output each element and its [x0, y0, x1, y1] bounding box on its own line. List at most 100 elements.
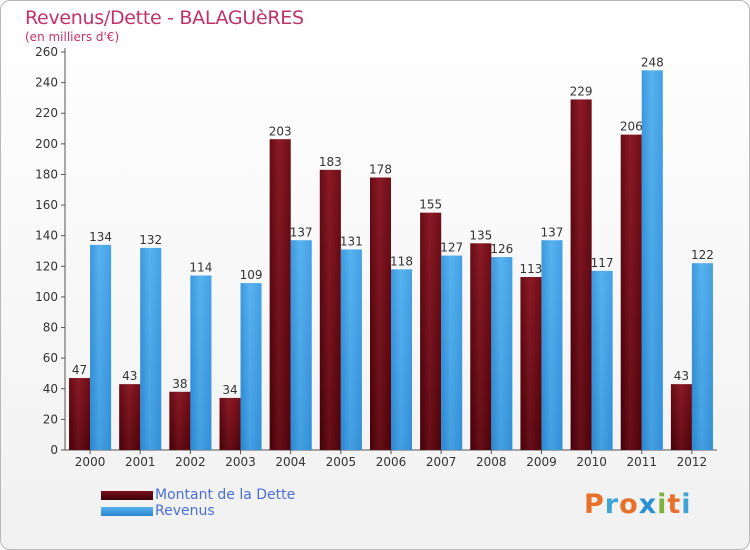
bar-revenus-shade [691, 263, 713, 450]
data-label-dette: 47 [72, 363, 87, 377]
bar-revenus-shade [541, 240, 563, 450]
legend-item-revenus: Revenus [101, 503, 295, 519]
bar-revenus-shade [290, 240, 312, 450]
data-label-dette: 43 [674, 369, 689, 383]
bar-revenus-shade [340, 249, 362, 450]
bar-dette-shade [420, 212, 442, 450]
data-label-dette: 206 [620, 120, 643, 134]
y-tick-label: 260 [35, 45, 58, 59]
y-tick-label: 240 [35, 76, 58, 90]
bar-dette-shade [169, 391, 191, 450]
logo-letter: t [667, 489, 682, 520]
x-tick-label: 2006 [376, 455, 407, 469]
x-tick-label: 2005 [326, 455, 357, 469]
bar-dette-shade [470, 243, 492, 450]
y-tick-label: 80 [43, 321, 58, 335]
bar-revenus-shade [391, 269, 412, 450]
legend: Montant de la Dette Revenus [101, 487, 295, 519]
x-tick-label: 2009 [526, 455, 557, 469]
bar-revenus-shade [240, 283, 262, 450]
data-label-revenus: 248 [641, 55, 664, 69]
y-tick-label: 200 [35, 137, 58, 151]
x-tick-label: 2007 [426, 455, 457, 469]
data-label-revenus: 117 [591, 256, 614, 270]
data-label-dette: 229 [570, 84, 593, 98]
x-tick-label: 2010 [576, 455, 607, 469]
data-label-dette: 43 [122, 369, 137, 383]
x-tick-label: 2000 [75, 455, 106, 469]
x-tick-label: 2011 [626, 455, 657, 469]
data-label-revenus: 137 [290, 225, 313, 239]
y-tick-label: 0 [50, 443, 58, 457]
x-tick-label: 2001 [125, 455, 156, 469]
logo-letter: r [604, 489, 620, 520]
data-label-revenus: 122 [691, 248, 714, 262]
y-tick-label: 160 [35, 198, 58, 212]
logo-letter: P [584, 489, 605, 520]
bar-revenus-shade [441, 255, 463, 450]
legend-label-dette: Montant de la Dette [155, 487, 296, 503]
legend-label-revenus: Revenus [155, 503, 215, 519]
bar-dette-shade [69, 378, 91, 450]
logo-letter: i [681, 489, 692, 520]
bar-revenus-shade [641, 70, 663, 450]
bar-revenus-shade [140, 247, 162, 450]
data-label-revenus: 118 [390, 254, 413, 268]
legend-item-dette: Montant de la Dette [101, 487, 295, 503]
data-label-revenus: 137 [541, 225, 564, 239]
bar-dette-shade [219, 397, 241, 450]
proxiti-logo: Proxiti [584, 489, 692, 520]
bar-revenus-shade [591, 270, 613, 450]
x-tick-label: 2004 [275, 455, 306, 469]
chart-subtitle: (en milliers d'€) [25, 30, 120, 44]
bar-dette-shade [370, 177, 391, 450]
logo-letter: o [619, 489, 639, 520]
data-label-revenus: 134 [89, 230, 112, 244]
bar-dette-shade [319, 169, 341, 450]
legend-swatch-revenus [101, 506, 153, 516]
bar-dette-shade [520, 277, 542, 450]
y-tick-label: 20 [43, 412, 58, 426]
data-label-revenus: 126 [490, 242, 513, 256]
y-tick-label: 100 [35, 290, 58, 304]
bar-dette-shade [269, 139, 291, 450]
data-label-dette: 203 [269, 124, 292, 138]
legend-swatch-dette [101, 490, 153, 500]
data-label-dette: 38 [172, 377, 187, 391]
y-tick-label: 40 [43, 382, 58, 396]
bar-dette-shade [670, 384, 692, 450]
y-tick-label: 120 [35, 259, 58, 273]
bar-revenus-shade [491, 257, 513, 450]
bar-dette-shade [620, 134, 642, 450]
data-label-revenus: 109 [240, 268, 263, 282]
y-tick-label: 140 [35, 229, 58, 243]
data-label-revenus: 132 [139, 233, 162, 247]
y-tick-label: 60 [43, 351, 58, 365]
bar-revenus-shade [90, 244, 112, 450]
logo-letter: x [638, 489, 658, 520]
logo-letter: i [657, 489, 668, 520]
x-tick-label: 2012 [677, 455, 708, 469]
x-tick-label: 2003 [225, 455, 256, 469]
bar-revenus-shade [190, 275, 212, 450]
data-label-revenus: 131 [340, 234, 363, 248]
chart-bars [69, 70, 713, 450]
data-label-dette: 135 [469, 228, 492, 242]
chart-title: Revenus/Dette - BALAGUèRES [25, 7, 304, 29]
bar-dette-shade [570, 99, 592, 450]
x-tick-label: 2008 [476, 455, 507, 469]
y-tick-label: 180 [35, 167, 58, 181]
y-tick-label: 220 [35, 106, 58, 120]
data-label-revenus: 127 [440, 241, 463, 255]
data-label-dette: 155 [419, 198, 442, 212]
data-label-dette: 113 [520, 262, 543, 276]
chart-data-labels: 47 134 43 132 38 114 34 109 203 137 183 131 178 118 15… [72, 55, 714, 397]
data-label-dette: 34 [222, 383, 237, 397]
bar-dette-shade [119, 384, 141, 450]
x-tick-label: 2002 [175, 455, 206, 469]
data-label-dette: 183 [319, 155, 342, 169]
data-label-dette: 178 [369, 163, 392, 177]
data-label-revenus: 114 [189, 260, 212, 274]
